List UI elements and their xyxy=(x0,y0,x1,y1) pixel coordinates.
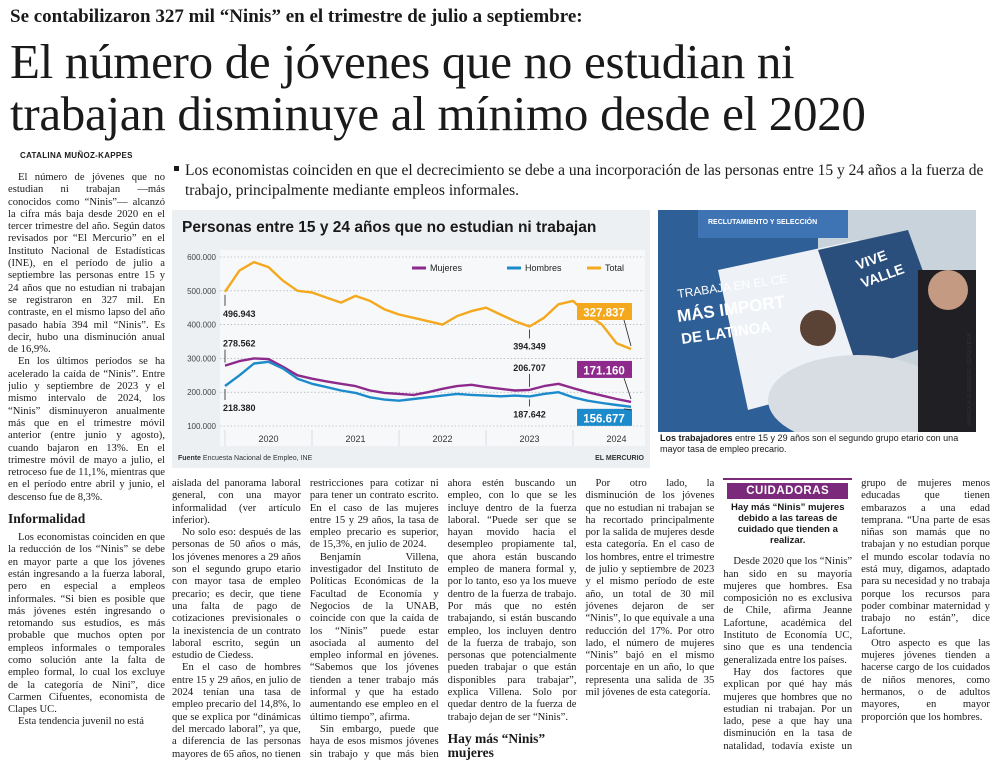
paragraph: Por otro lado, la disminución de los jóv… xyxy=(585,478,715,699)
paragraph: Hay dos factores que explican por qué ha… xyxy=(723,478,990,752)
chart: Personas entre 15 y 24 años que no estud… xyxy=(172,210,650,468)
value-label: 156.677 xyxy=(583,413,625,425)
series-line xyxy=(224,360,632,408)
paragraph: En el caso de hombres entre 15 y 29 años… xyxy=(172,478,439,760)
banner-top xyxy=(698,210,848,238)
y-tick-label: 400.000 xyxy=(187,321,216,330)
sign-logo xyxy=(818,230,948,370)
value-label-box xyxy=(577,302,632,320)
chart-title: Personas entre 15 y 24 años que no estud… xyxy=(182,219,596,236)
y-tick-label: 100.000 xyxy=(187,422,216,431)
legend-label: Mujeres xyxy=(430,263,463,273)
bullet xyxy=(174,166,179,171)
paragraph: Otro aspecto es que las mujeres jóvenes … xyxy=(861,637,990,723)
series-line xyxy=(224,357,632,404)
y-tick-label: 300.000 xyxy=(187,354,216,363)
paragraph: No solo eso: después de las personas de … xyxy=(172,527,301,662)
value-label: 171.160 xyxy=(583,365,625,377)
y-tick-label: 200.000 xyxy=(187,388,216,397)
headline: trabajan disminuye al mínimo desde el 20… xyxy=(10,86,866,141)
paragraph: Desde 2020 que los “Ninis” han sido en s… xyxy=(723,556,853,666)
paragraph: Esta tendencia juvenil no está xyxy=(18,716,144,728)
paragraph: Los economistas coinciden en que la redu… xyxy=(8,532,165,716)
value-arrow xyxy=(623,377,632,400)
photo: RECLUTAMIENTO Y SELECCIÓN TRABAJA EN EL … xyxy=(658,210,976,432)
subhead: Informalidad xyxy=(8,511,86,527)
kicker: Se contabilizaron 327 mil “Ninis” en el … xyxy=(10,6,583,27)
caption: entre 15 y 29 años son el segundo grupo … xyxy=(660,433,959,454)
left-column: El número de jóvenes que no estudian ni … xyxy=(8,172,165,762)
x-tick-label: 2021 xyxy=(345,434,365,444)
x-tick-label: 2022 xyxy=(432,434,452,444)
callout-text: Hay más “Ninis” mujeres debido a las tar… xyxy=(730,502,845,547)
y-tick-label: 500.000 xyxy=(187,287,216,296)
photo-caption: Los trabajadores entre 15 y 29 años son … xyxy=(660,433,978,455)
chart-credit: EL MERCURIO xyxy=(595,455,644,462)
y-tick-label: 600.000 xyxy=(187,253,216,262)
lower-columns: aislada del panorama laboral general, co… xyxy=(172,478,990,762)
photo-credit: MARIOLA GUERRERO SEPÚLVEDA xyxy=(966,333,973,425)
value-label: 394.349 xyxy=(513,342,546,352)
paragraph: Sin embargo, puede que haya de esos mism… xyxy=(309,478,577,760)
value-label-box xyxy=(577,408,632,426)
caption-bold: Los trabajadores xyxy=(660,433,733,443)
value-label: 327.837 xyxy=(583,307,625,319)
value-arrow xyxy=(623,408,632,411)
value-arrow xyxy=(623,319,632,347)
paragraph: aislada del panorama laboral general, co… xyxy=(172,478,301,526)
headline: El número de jóvenes que no estudian ni xyxy=(10,34,795,89)
photo-text: RECLUTAMIENTO Y SELECCIÓN xyxy=(708,217,817,226)
person-head xyxy=(800,310,836,346)
callout-box: CUIDADORAS Hay más “Ninis” mujeres debido… xyxy=(723,478,853,550)
callout-title: CUIDADORAS xyxy=(727,483,849,500)
chart-source: Fuente Encuesta Nacional de Empleo, INE xyxy=(178,455,313,462)
value-label-box xyxy=(577,360,632,378)
byline: CATALINA MUÑOZ-KAPPES xyxy=(20,151,133,160)
value-label: 218.380 xyxy=(223,403,256,413)
subhead: Hay más “Ninis” mujeres xyxy=(447,730,546,760)
paragraph: En los últimos períodos se ha acelerado … xyxy=(8,356,165,503)
plot-background xyxy=(220,250,645,446)
person xyxy=(768,355,948,432)
value-label: 206.707 xyxy=(513,363,546,373)
series-line xyxy=(224,260,632,351)
value-label: 278.562 xyxy=(223,339,256,349)
paragraph: Benjamín Villena, investigador del Insti… xyxy=(309,551,439,723)
deck: Los economistas coinciden en que el decr… xyxy=(185,162,984,199)
x-tick-label: 2024 xyxy=(606,434,626,444)
x-tick-label: 2023 xyxy=(519,434,539,444)
source: Encuesta Nacional de Empleo, INE xyxy=(201,455,313,462)
face xyxy=(928,270,968,310)
value-label: 496.943 xyxy=(223,309,256,319)
legend-label: Total xyxy=(605,263,624,273)
x-tick-label: 2020 xyxy=(258,434,278,444)
source-label: Fuente xyxy=(178,455,201,462)
paragraph: El número de jóvenes que no estudian ni … xyxy=(8,172,165,356)
legend-label: Hombres xyxy=(525,263,562,273)
value-label: 187.642 xyxy=(513,409,546,419)
